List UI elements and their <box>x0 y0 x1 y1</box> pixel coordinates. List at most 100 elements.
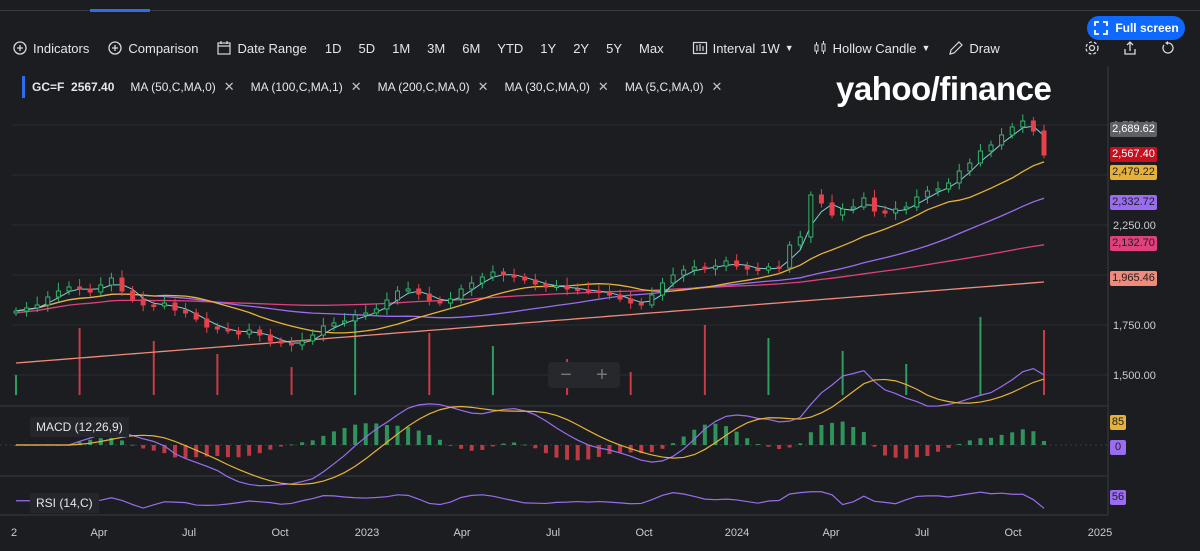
candle-body <box>267 334 273 342</box>
x-tick-label: 2025 <box>1088 527 1112 539</box>
macd-histogram-bar <box>77 441 82 445</box>
macd-histogram-bar <box>406 426 411 445</box>
candle-body <box>575 288 581 291</box>
macd-histogram-bar <box>353 424 358 445</box>
legend-ma-5[interactable]: MA (5,C,MA,0) ✕ <box>625 79 723 95</box>
reset-icon[interactable] <box>1160 40 1176 56</box>
range-5d-button[interactable]: 5D <box>358 40 376 56</box>
macd-histogram-bar <box>1010 432 1015 445</box>
macd-histogram-bar <box>936 445 941 452</box>
range-1m-button[interactable]: 1M <box>392 40 411 56</box>
price-chart[interactable]: 2,750.002,250.001,750.001,500.00 2AprJul… <box>0 64 1200 551</box>
close-icon[interactable]: ✕ <box>477 79 489 94</box>
zoom-out-icon[interactable]: − <box>560 363 572 386</box>
macd-panel <box>0 367 1108 487</box>
draw-label: Draw <box>969 40 1000 56</box>
full-screen-button[interactable]: Full screen <box>1087 16 1185 40</box>
volume-bar <box>15 375 17 395</box>
yahoo-finance-logo: yahoo/finance <box>836 70 1052 107</box>
range-6m-button[interactable]: 6M <box>462 40 481 56</box>
candle-body <box>1009 126 1015 136</box>
close-icon[interactable]: ✕ <box>597 79 609 94</box>
macd-histogram-bar <box>437 439 442 445</box>
volume-bar <box>290 367 293 395</box>
macd-histogram-bar <box>967 440 972 445</box>
indicator-value-tag: 0 <box>1110 440 1126 455</box>
macd-histogram-bar <box>713 423 718 445</box>
close-icon[interactable]: ✕ <box>711 79 723 94</box>
macd-histogram-bar <box>946 445 951 448</box>
candle-body <box>87 288 93 293</box>
range-1y-button[interactable]: 1Y <box>540 40 557 56</box>
zoom-in-icon[interactable]: + <box>596 363 608 386</box>
candle-body <box>723 260 729 267</box>
macd-histogram-bar <box>501 443 506 445</box>
candle-body <box>416 288 422 295</box>
macd-histogram-bar <box>861 431 866 445</box>
candle-body <box>66 286 72 292</box>
comparison-button[interactable]: Comparison <box>107 40 198 56</box>
candle-body <box>130 290 136 300</box>
candle-body <box>183 309 189 314</box>
candlesticks <box>13 114 1047 352</box>
macd-histogram-bar <box>978 438 983 445</box>
macd-histogram-bar <box>851 426 856 445</box>
chart-type-label: Hollow Candle <box>832 40 917 56</box>
volume-bar <box>354 320 357 395</box>
chart-type-dropdown[interactable]: Hollow Candle ▼ <box>812 40 930 56</box>
candle-body <box>437 300 443 304</box>
legend-ma-30[interactable]: MA (30,C,MA,0) ✕ <box>505 79 609 95</box>
candle-body <box>395 290 401 301</box>
range-max-button[interactable]: Max <box>639 40 664 56</box>
indicators-label: Indicators <box>33 40 90 56</box>
candle-body <box>384 299 390 310</box>
legend-ma-200[interactable]: MA (200,C,MA,0) ✕ <box>378 79 489 95</box>
close-icon[interactable]: ✕ <box>350 79 362 94</box>
candle-body <box>501 271 507 276</box>
indicators-button[interactable]: Indicators <box>12 40 89 56</box>
range-5y-button[interactable]: 5Y <box>606 40 623 56</box>
draw-button[interactable]: Draw <box>948 40 1000 56</box>
macd-histogram-bar <box>1020 429 1025 445</box>
candle-body <box>670 274 676 284</box>
symbol-ticker: GC=F <box>32 80 65 94</box>
macd-histogram-bar <box>278 445 283 447</box>
candle-body <box>659 282 665 296</box>
active-tab-indicator <box>90 9 150 12</box>
share-icon[interactable] <box>1122 40 1138 56</box>
macd-histogram-bar <box>363 423 368 445</box>
candle-body <box>448 298 454 304</box>
macd-histogram-bar <box>681 436 686 445</box>
macd-histogram-bar <box>745 438 750 445</box>
macd-legend[interactable]: MACD (12,26,9) <box>30 417 129 437</box>
close-icon[interactable]: ✕ <box>223 79 235 94</box>
indicator-value-tag: 56 <box>1110 490 1126 505</box>
candle-body <box>236 330 242 335</box>
range-1d-button[interactable]: 1D <box>324 40 342 56</box>
candle-body <box>55 290 61 298</box>
candle-body <box>596 290 602 293</box>
macd-histogram-bar <box>490 445 495 447</box>
settings-gear-icon[interactable] <box>1084 40 1100 56</box>
rsi-legend[interactable]: RSI (14,C) <box>30 493 99 513</box>
macd-histogram-bar <box>247 445 252 456</box>
range-ytd-button[interactable]: YTD <box>497 40 524 56</box>
macd-histogram-bar <box>236 445 241 458</box>
range-3m-button[interactable]: 3M <box>427 40 446 56</box>
comparison-label: Comparison <box>128 40 199 56</box>
date-range-button[interactable]: Date Range <box>216 40 307 56</box>
candle-body <box>310 334 316 342</box>
macd-histogram-bar <box>819 424 824 445</box>
interval-dropdown[interactable]: Interval 1W ▼ <box>692 40 794 56</box>
moving-average-lines <box>15 125 1045 364</box>
candle-body <box>522 276 528 281</box>
y-tick-label: 1,500.00 <box>1113 370 1156 382</box>
legend-ma-50[interactable]: MA (50,C,MA,0) ✕ <box>130 79 234 95</box>
legend-ma-100[interactable]: MA (100,C,MA,1) ✕ <box>251 79 362 95</box>
candle-body <box>1030 120 1036 132</box>
candle-body <box>331 322 337 327</box>
range-2y-button[interactable]: 2Y <box>573 40 590 56</box>
macd-histogram-bar <box>194 445 199 458</box>
candle-body <box>214 326 220 330</box>
macd-histogram-bar <box>808 432 813 445</box>
